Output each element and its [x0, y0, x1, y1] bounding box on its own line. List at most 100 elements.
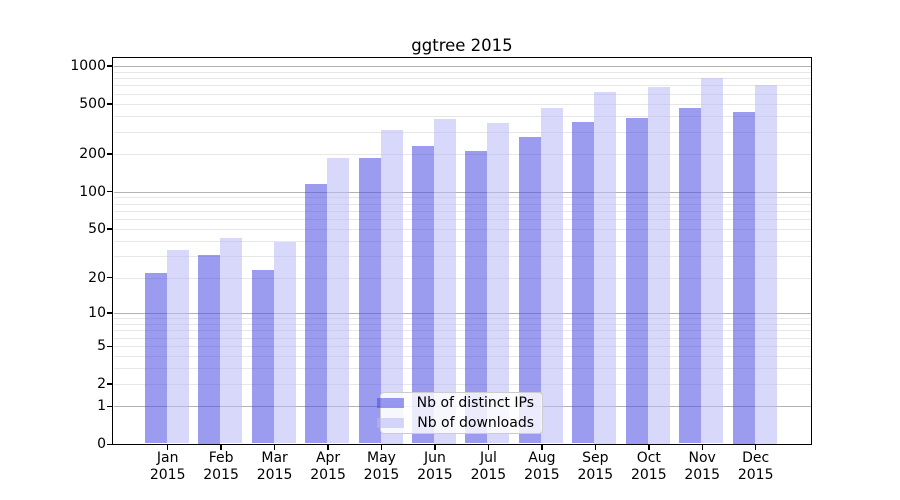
legend-item-downloads: Nb of downloads — [377, 415, 534, 431]
legend-label-distinct-ips: Nb of distinct IPs — [416, 394, 534, 411]
y-tick-mark-200 — [107, 153, 112, 155]
x-tick-label-oct: Oct 2015 — [630, 450, 667, 483]
x-tick-label-mar: Mar 2015 — [256, 450, 293, 483]
y-tick-label-50: 50 — [88, 220, 106, 237]
x-tick-mark-aug — [541, 445, 543, 450]
gridline-30 — [113, 256, 811, 258]
bar-nb-of-downloads-sep — [594, 92, 617, 444]
bar-nb-of-distinct-ips-jun — [411, 146, 434, 444]
x-tick-label-jul: Jul 2015 — [470, 450, 507, 483]
x-tick-mark-apr — [327, 445, 329, 450]
x-tick-mark-jan — [166, 445, 169, 450]
gridline-400 — [113, 115, 811, 117]
bar-nb-of-downloads-nov — [701, 77, 724, 444]
gridline-500 — [113, 103, 811, 105]
legend-swatch-downloads — [377, 417, 405, 429]
x-tick-mark-feb — [220, 445, 222, 450]
bar-nb-of-downloads-jul — [487, 122, 510, 444]
x-tick-mark-jun — [434, 445, 436, 450]
legend: Nb of distinct IPs Nb of downloads — [376, 392, 543, 434]
x-tick-label-nov: Nov 2015 — [684, 450, 720, 483]
gridline-100 — [113, 191, 811, 193]
gridline-3 — [113, 368, 811, 370]
bar-nb-of-distinct-ips-apr — [305, 184, 328, 444]
x-tick-mark-mar — [273, 445, 276, 450]
gridline-20 — [113, 277, 811, 279]
y-tick-label-200: 200 — [79, 145, 106, 162]
bar-nb-of-distinct-ips-dec — [732, 112, 755, 444]
bar-nb-of-distinct-ips-nov — [679, 108, 702, 444]
gridline-10 — [113, 313, 811, 314]
x-tick-mark-dec — [754, 445, 757, 450]
gridline-900 — [113, 71, 811, 73]
gridline-80 — [113, 203, 811, 205]
gridline-300 — [113, 131, 811, 133]
gridline-4 — [113, 356, 811, 358]
y-tick-mark-500 — [107, 103, 112, 105]
x-tick-mark-sep — [594, 445, 596, 450]
y-tick-mark-1000 — [107, 65, 112, 67]
y-tick-mark-50 — [107, 228, 112, 230]
gridline-8 — [113, 324, 811, 325]
bar-nb-of-downloads-jan — [166, 249, 189, 444]
x-tick-label-may: May 2015 — [363, 450, 400, 483]
x-tick-label-feb: Feb 2015 — [203, 450, 239, 483]
y-tick-mark-0 — [107, 443, 112, 446]
bar-nb-of-downloads-jun — [433, 119, 456, 444]
gridline-600 — [113, 93, 811, 95]
bar-nb-of-distinct-ips-sep — [572, 121, 595, 444]
gridline-5 — [113, 346, 811, 348]
gridline-40 — [113, 240, 811, 242]
y-tick-label-20: 20 — [88, 269, 106, 286]
y-tick-label-0: 0 — [97, 436, 106, 453]
x-tick-label-sep: Sep 2015 — [577, 450, 614, 483]
legend-swatch-distinct-ips — [376, 397, 404, 409]
y-tick-label-10: 10 — [88, 305, 106, 321]
bar-nb-of-downloads-feb — [220, 238, 243, 444]
y-tick-label-5: 5 — [97, 338, 106, 355]
y-tick-mark-10 — [107, 312, 112, 314]
bar-nb-of-distinct-ips-may — [358, 158, 381, 444]
gridline-70 — [113, 210, 811, 212]
x-tick-mark-nov — [701, 445, 703, 450]
x-tick-label-jun: Jun 2015 — [417, 450, 453, 483]
y-tick-mark-20 — [107, 276, 112, 279]
gridline-2 — [113, 384, 811, 386]
x-tick-mark-jul — [487, 445, 490, 450]
bar-nb-of-distinct-ips-jan — [144, 272, 167, 444]
y-tick-label-2: 2 — [97, 376, 106, 393]
gridline-6 — [113, 337, 811, 339]
y-tick-label-1: 1 — [97, 398, 106, 415]
legend-item-distinct-ips: Nb of distinct IPs — [376, 394, 534, 411]
gridline-9 — [113, 318, 811, 320]
gridline-700 — [113, 85, 811, 87]
bar-nb-of-distinct-ips-oct — [625, 118, 648, 444]
bar-nb-of-downloads-may — [380, 130, 403, 444]
bar-nb-of-distinct-ips-jul — [465, 150, 488, 444]
bar-nb-of-downloads-apr — [327, 157, 350, 444]
plot-area — [113, 59, 811, 444]
gridline-1000 — [113, 65, 811, 67]
gridline-7 — [113, 330, 811, 332]
bar-nb-of-distinct-ips-aug — [518, 136, 541, 444]
bar-nb-of-distinct-ips-feb — [198, 254, 221, 444]
gridline-60 — [113, 219, 811, 221]
y-tick-label-1000: 1000 — [70, 57, 106, 74]
gridline-90 — [113, 197, 811, 199]
gridline-50 — [113, 228, 811, 230]
bar-nb-of-downloads-mar — [273, 242, 296, 444]
x-tick-label-apr: Apr 2015 — [310, 450, 346, 483]
bar-nb-of-downloads-oct — [647, 86, 670, 444]
y-tick-label-100: 100 — [79, 183, 106, 200]
x-tick-mark-may — [380, 445, 383, 450]
x-tick-label-jan: Jan 2015 — [149, 450, 186, 483]
x-tick-label-aug: Aug 2015 — [524, 450, 560, 483]
y-tick-mark-1 — [107, 405, 112, 408]
chart-title: ggtree 2015 — [411, 36, 513, 55]
gridline-800 — [113, 78, 811, 79]
x-tick-mark-oct — [648, 445, 650, 450]
y-tick-mark-2 — [107, 383, 112, 385]
bar-nb-of-downloads-aug — [540, 108, 563, 444]
y-tick-label-500: 500 — [79, 95, 106, 112]
